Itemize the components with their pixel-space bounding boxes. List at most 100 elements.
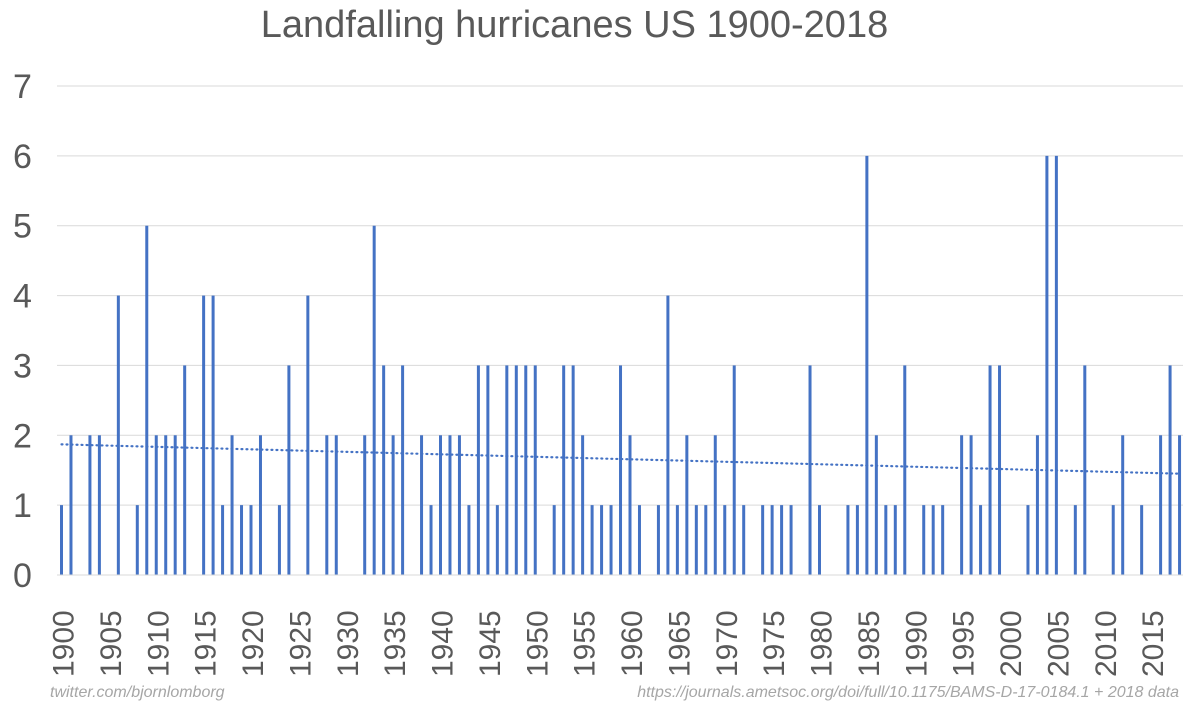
- bar-1970: [723, 505, 727, 575]
- bar-1976: [780, 505, 784, 575]
- x-tick-label: 1940: [427, 610, 460, 677]
- x-tick-label: 1900: [48, 610, 81, 677]
- bar-1980: [818, 505, 821, 575]
- bar-1971: [732, 365, 736, 575]
- bar-1963: [656, 505, 660, 575]
- bar-1956: [590, 505, 594, 575]
- x-tick-label: 1910: [142, 610, 175, 677]
- x-tick-label: 1935: [379, 610, 412, 677]
- x-tick-label: 1920: [237, 610, 270, 677]
- bar-1920: [249, 505, 253, 575]
- x-tick-label: 1950: [521, 610, 554, 677]
- bar-1944: [476, 365, 480, 575]
- bar-1948: [514, 365, 518, 575]
- bar-1979: [808, 365, 812, 575]
- bar-1954: [571, 365, 575, 575]
- y-tick-label: 0: [13, 557, 32, 595]
- x-tick-label: 1965: [663, 610, 696, 677]
- bar-2004: [1045, 155, 1049, 575]
- bar-1955: [581, 435, 585, 575]
- bar-1940: [439, 435, 442, 575]
- x-tick-label: 1975: [758, 610, 791, 677]
- bar-1933: [372, 225, 376, 575]
- chart-title: Landfalling hurricanes US 1900-2018: [260, 4, 889, 46]
- bar-1926: [306, 295, 310, 575]
- bar-1901: [69, 435, 73, 575]
- x-tick-label: 2000: [995, 610, 1028, 677]
- bar-2014: [1140, 505, 1144, 575]
- bar-1913: [183, 365, 187, 575]
- bar-1974: [761, 505, 765, 575]
- bar-1983: [846, 505, 850, 575]
- y-tick-label: 3: [13, 347, 32, 385]
- bar-1977: [789, 505, 793, 575]
- bar-1995: [960, 435, 964, 575]
- bar-1998: [988, 365, 992, 575]
- x-tick-label: 1960: [616, 610, 649, 677]
- bar-2003: [1035, 435, 1039, 575]
- x-tick-label: 1925: [284, 610, 317, 677]
- bar-1989: [903, 365, 907, 575]
- bar-1999: [998, 365, 1002, 575]
- bar-2005: [1054, 155, 1058, 575]
- bar-1941: [448, 435, 452, 575]
- bar-1942: [457, 435, 461, 575]
- bar-1918: [230, 435, 234, 575]
- bar-2007: [1073, 505, 1077, 575]
- bar-1966: [685, 435, 689, 575]
- bar-1929: [334, 435, 338, 575]
- y-tick-label: 7: [13, 68, 32, 106]
- bar-1904: [97, 435, 101, 575]
- x-tick-label: 1930: [332, 610, 365, 677]
- bar-1958: [609, 505, 613, 575]
- bar-1921: [258, 435, 262, 575]
- x-tick-label: 1970: [711, 610, 744, 677]
- bar-1986: [874, 435, 878, 575]
- x-tick-label: 1915: [190, 610, 223, 677]
- bar-1939: [429, 505, 433, 575]
- bar-1903: [88, 435, 92, 575]
- bar-2011: [1111, 505, 1115, 575]
- bar-1911: [164, 435, 168, 575]
- bar-1957: [600, 505, 604, 575]
- bar-1934: [382, 365, 386, 575]
- bar-1943: [467, 505, 471, 575]
- bar-1906: [116, 295, 120, 575]
- bar-1950: [533, 365, 537, 575]
- bar-2018: [1178, 435, 1182, 575]
- bar-2016: [1159, 435, 1163, 575]
- bar-1993: [941, 505, 945, 575]
- bar-1961: [637, 505, 641, 575]
- x-tick-label: 1955: [569, 610, 602, 677]
- bar-1936: [401, 365, 405, 575]
- bar-1946: [495, 505, 499, 575]
- twitter-credit: twitter.com/bjornlomborg: [50, 684, 225, 701]
- bar-1923: [277, 505, 281, 575]
- y-tick-label: 5: [13, 208, 32, 246]
- bar-1912: [173, 435, 177, 575]
- bar-1915: [202, 295, 206, 575]
- bar-1909: [145, 225, 149, 575]
- bar-1964: [666, 295, 670, 575]
- source-credit: https://journals.ametsoc.org/doi/full/10…: [637, 684, 1179, 701]
- x-tick-label: 2015: [1137, 610, 1170, 677]
- bar-1910: [154, 435, 158, 575]
- bar-1985: [865, 155, 869, 575]
- bar-1908: [135, 505, 139, 575]
- x-tick-label: 1985: [853, 610, 886, 677]
- x-tick-label: 1980: [806, 610, 839, 677]
- bar-1975: [770, 505, 774, 575]
- bar-1987: [884, 505, 888, 575]
- x-tick-label: 2010: [1090, 610, 1123, 677]
- bar-1984: [855, 505, 859, 575]
- trendline: [60, 443, 1181, 475]
- bar-1919: [240, 505, 244, 575]
- x-tick-label: 1990: [900, 610, 933, 677]
- y-tick-label: 4: [13, 278, 32, 316]
- x-tick-label: 1945: [474, 610, 507, 677]
- x-tick-label: 1905: [95, 610, 128, 677]
- bar-1965: [675, 505, 679, 575]
- bar-1959: [619, 365, 623, 575]
- bar-1900: [60, 505, 63, 575]
